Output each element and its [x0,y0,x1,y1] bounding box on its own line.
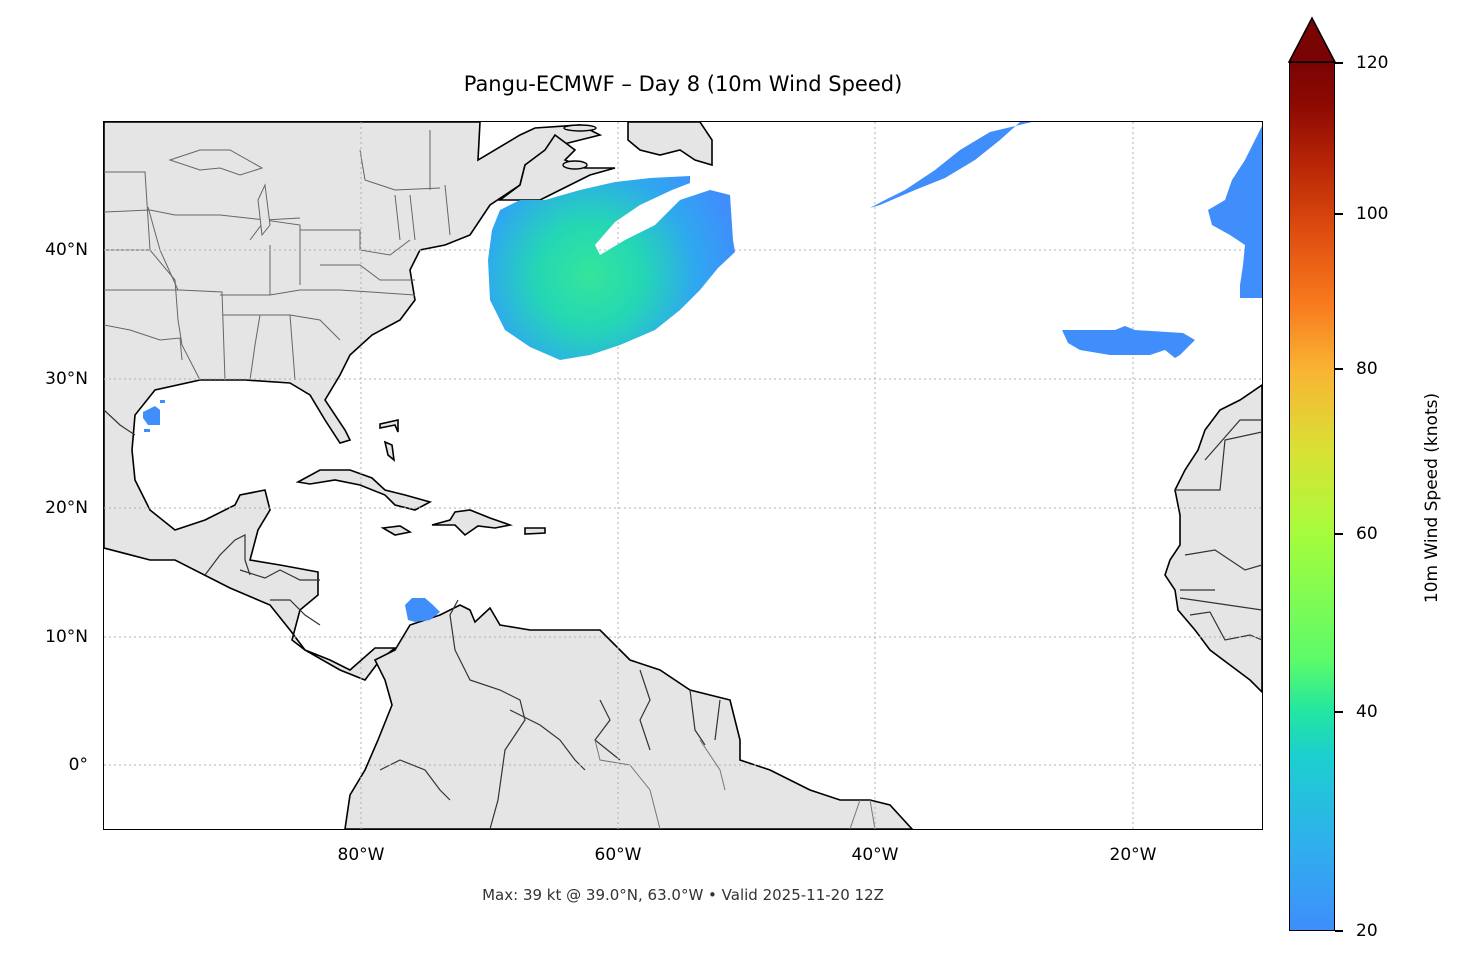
colorbar-extend-arrow [1287,16,1337,63]
colorbar-tick-label: 100 [1356,204,1389,224]
wind-field-main-low [488,176,735,360]
wind-field-caribbean [405,598,440,622]
wind-field-azores [1062,326,1195,358]
colorbar-tick-label: 20 [1356,921,1378,941]
y-tick-label: 20°N [45,498,88,518]
gridlines [104,122,1262,829]
x-tick-label: 20°W [1109,845,1157,865]
y-tick-label: 40°N [45,240,88,260]
caribbean-islands [295,419,546,537]
colorbar-tick-label: 60 [1356,524,1378,544]
colorbar-tick-label: 120 [1356,53,1389,73]
y-tick-label: 30°N [45,369,88,389]
colorbar-title: 10m Wind Speed (knots) [1422,392,1442,604]
x-tick-label: 80°W [337,845,385,865]
x-tick-label: 60°W [594,845,642,865]
colorbar-tick-label: 80 [1356,359,1378,379]
x-tick-label: 40°W [851,845,899,865]
wind-field-ne-band [870,122,1032,208]
land-south-america [344,604,914,829]
state-borders [104,130,451,381]
land-africa [1164,384,1262,694]
colorbar-tick-label: 40 [1356,702,1378,722]
wind-field-east-patch [1208,126,1262,298]
max-summary-footer: Max: 39 kt @ 39.0°N, 63.0°W • Valid 2025… [482,886,884,904]
chart-title: Pangu-ECMWF – Day 8 (10m Wind Speed) [463,72,903,96]
colorbar [1289,62,1335,931]
y-tick-label: 0° [68,755,88,775]
y-tick-label: 10°N [45,627,88,647]
map-plot-area [104,122,1262,829]
wind-field-gulf [143,406,160,425]
